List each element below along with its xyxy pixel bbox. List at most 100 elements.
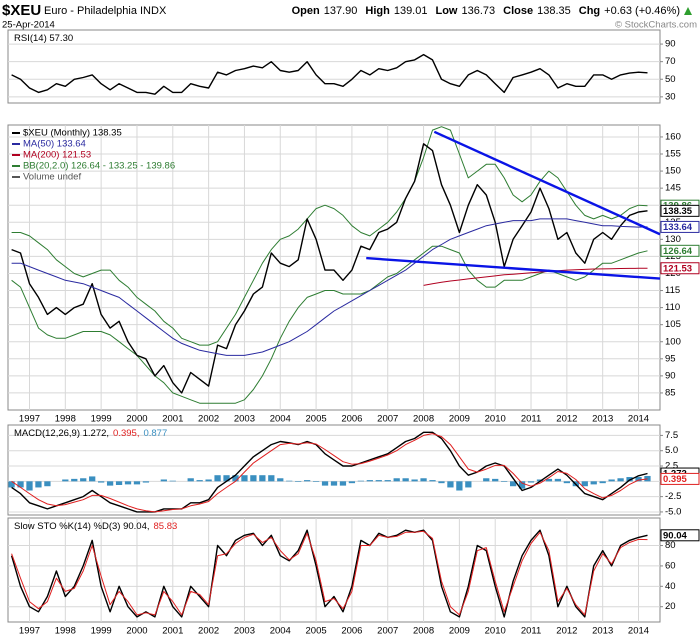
x-tick-label: 1997	[19, 626, 40, 637]
quote-label: Low	[435, 5, 457, 17]
legend-entry: $XEU (Monthly) 138.35	[23, 128, 122, 139]
histogram-bar	[26, 481, 33, 491]
x-tick-label: 2001	[162, 414, 183, 425]
legend-entry: 85.83	[154, 521, 178, 532]
last-value-box	[660, 204, 700, 217]
histogram-bar	[626, 477, 633, 482]
histogram-bar	[241, 475, 248, 482]
series-line	[11, 218, 648, 356]
last-value-box	[660, 472, 700, 485]
y-tick-label: 160	[665, 131, 681, 142]
histogram-bar	[17, 481, 24, 488]
x-tick-label: 2010	[485, 414, 506, 425]
y-tick-label: 60	[665, 560, 676, 571]
histogram-bar	[80, 478, 87, 482]
legend-entry: Slow STO %K(14) %D(3) 90.04,	[14, 521, 150, 532]
series-line	[11, 433, 648, 513]
histogram-bar	[62, 479, 69, 482]
quote-value: 136.73	[461, 5, 495, 17]
histogram-bar	[330, 481, 338, 486]
legend-entry: 0.395,	[113, 428, 139, 439]
x-tick-label: 2000	[126, 626, 147, 637]
histogram-bar	[420, 478, 427, 482]
histogram-bar	[465, 481, 472, 488]
legend-entry: 0.877	[143, 428, 167, 439]
legend: RSI(14) 57.30	[14, 33, 73, 44]
histogram-bar	[160, 479, 167, 482]
histogram-bar	[142, 481, 150, 483]
x-tick-label: 2006	[341, 626, 362, 637]
histogram-bar	[250, 475, 257, 482]
y-tick-label: 50	[665, 74, 676, 85]
legend-entry: BB(20,2.0) 126.64 - 133.25 - 139.86	[23, 161, 175, 172]
histogram-bar	[357, 480, 365, 482]
series-line	[11, 431, 648, 513]
x-tick-label: 1999	[91, 626, 112, 637]
up-arrow	[684, 7, 692, 15]
y-tick-label: 40	[665, 581, 676, 592]
histogram-bar	[348, 481, 356, 484]
histogram-bar	[115, 481, 123, 485]
quote-value: 138.35	[537, 5, 571, 17]
x-tick-label: 2004	[270, 414, 291, 425]
histogram-bar	[106, 481, 114, 486]
x-tick-label: 2006	[341, 414, 362, 425]
y-tick-label: 20	[665, 601, 676, 612]
panel	[7, 424, 661, 516]
y-tick-label: 155	[665, 149, 681, 160]
x-tick-label: 1997	[19, 414, 40, 425]
y-tick-label: 100	[665, 336, 681, 347]
histogram-bar	[169, 480, 176, 482]
legend-entry: MACD(12,26,9) 1.272,	[14, 428, 109, 439]
histogram-bar	[536, 479, 544, 482]
y-tick-label: 7.5	[665, 430, 678, 441]
histogram-bar	[303, 480, 311, 482]
x-tick-label: 2007	[377, 414, 398, 425]
y-tick-label: 2.5	[665, 461, 678, 472]
histogram-bar	[599, 481, 606, 484]
x-tick-label: 2001	[162, 626, 183, 637]
y-tick-label: -2.5	[665, 491, 681, 502]
histogram-bar	[563, 481, 570, 484]
histogram-bar	[518, 481, 526, 489]
histogram-bar	[89, 476, 96, 482]
histogram-bar	[133, 481, 141, 485]
x-tick-label: 2008	[413, 414, 434, 425]
histogram-bar	[527, 481, 535, 483]
x-tick-label: 2008	[413, 626, 434, 637]
histogram-bar	[447, 481, 454, 488]
series-line	[423, 267, 648, 286]
histogram-bar	[509, 481, 517, 487]
histogram-bar	[411, 479, 418, 482]
histogram-bar	[393, 478, 400, 482]
histogram-bar	[44, 481, 51, 487]
x-tick-label: 2011	[521, 626, 541, 637]
y-tick-label: 90	[665, 39, 676, 50]
histogram-bar	[223, 475, 230, 482]
last-value-label: 0.395	[663, 474, 687, 485]
y-tick-label: 145	[665, 183, 681, 194]
x-tick-label: 2013	[592, 414, 613, 425]
y-tick-label: 110	[665, 302, 680, 313]
x-tick-label: 2014	[628, 626, 649, 637]
histogram-bar	[384, 480, 391, 482]
quote-value: +0.63 (+0.46%)	[604, 5, 680, 17]
legend-entry: MA(50) 133.64	[23, 139, 86, 150]
y-tick-label: 115	[665, 285, 680, 296]
x-tick-label: 2013	[592, 626, 613, 637]
x-tick-label: 2005	[306, 414, 327, 425]
x-tick-label: 2005	[306, 626, 327, 637]
histogram-bar	[501, 481, 508, 482]
x-tick-label: 2004	[270, 626, 291, 637]
histogram-bar	[402, 478, 409, 482]
last-value-label: 121.53	[663, 263, 692, 274]
x-tick-label: 2002	[198, 626, 219, 637]
histogram-bar	[483, 478, 490, 482]
quote-value: 139.01	[394, 5, 428, 17]
x-tick-label: 2012	[556, 414, 577, 425]
y-tick-label: 70	[665, 56, 676, 67]
x-tick-label: 1998	[55, 414, 76, 425]
y-tick-label: 80	[665, 540, 676, 551]
histogram-bar	[98, 481, 105, 483]
trend-line	[366, 256, 661, 280]
